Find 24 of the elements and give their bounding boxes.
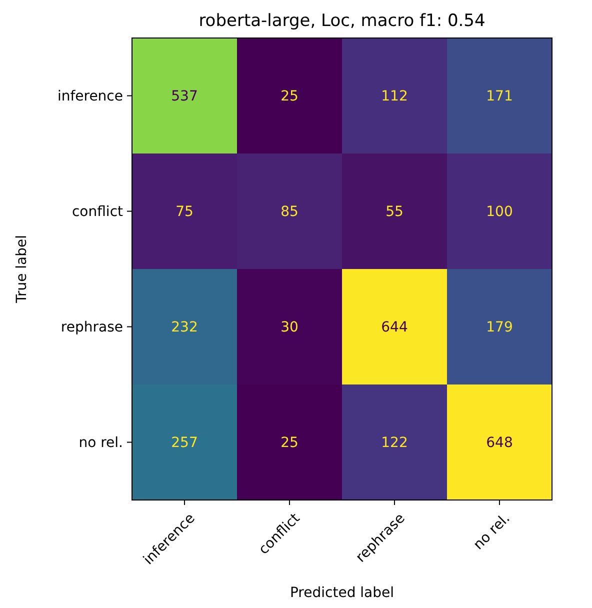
data-label: 112	[381, 88, 408, 105]
data-label: 75	[176, 204, 194, 220]
y-axis-title: True label	[14, 234, 30, 304]
x-axis-title: Predicted label	[290, 585, 394, 601]
data-label: 648	[486, 435, 513, 452]
y-tick-label: rephrase	[60, 320, 123, 336]
data-label: 25	[280, 88, 298, 105]
data-label: 25	[280, 435, 298, 452]
data-label: 644	[381, 320, 408, 336]
y-tick-label: conflict	[72, 204, 124, 220]
y-tick-label: no rel.	[78, 435, 123, 452]
data-label: 122	[381, 435, 408, 452]
data-label: 179	[486, 320, 513, 336]
data-label: 100	[486, 204, 513, 220]
x-tick-label: no rel.	[470, 510, 514, 554]
data-label: 257	[171, 435, 198, 452]
data-label: 55	[386, 204, 404, 220]
chart-title: roberta-large, Loc, macro f1: 0.54	[198, 11, 486, 31]
data-label: 171	[486, 88, 513, 105]
data-label: 85	[280, 204, 298, 220]
data-label: 30	[280, 320, 298, 336]
data-label: 537	[171, 88, 198, 105]
y-tick-label: inference	[57, 88, 123, 105]
data-label: 232	[171, 320, 198, 336]
